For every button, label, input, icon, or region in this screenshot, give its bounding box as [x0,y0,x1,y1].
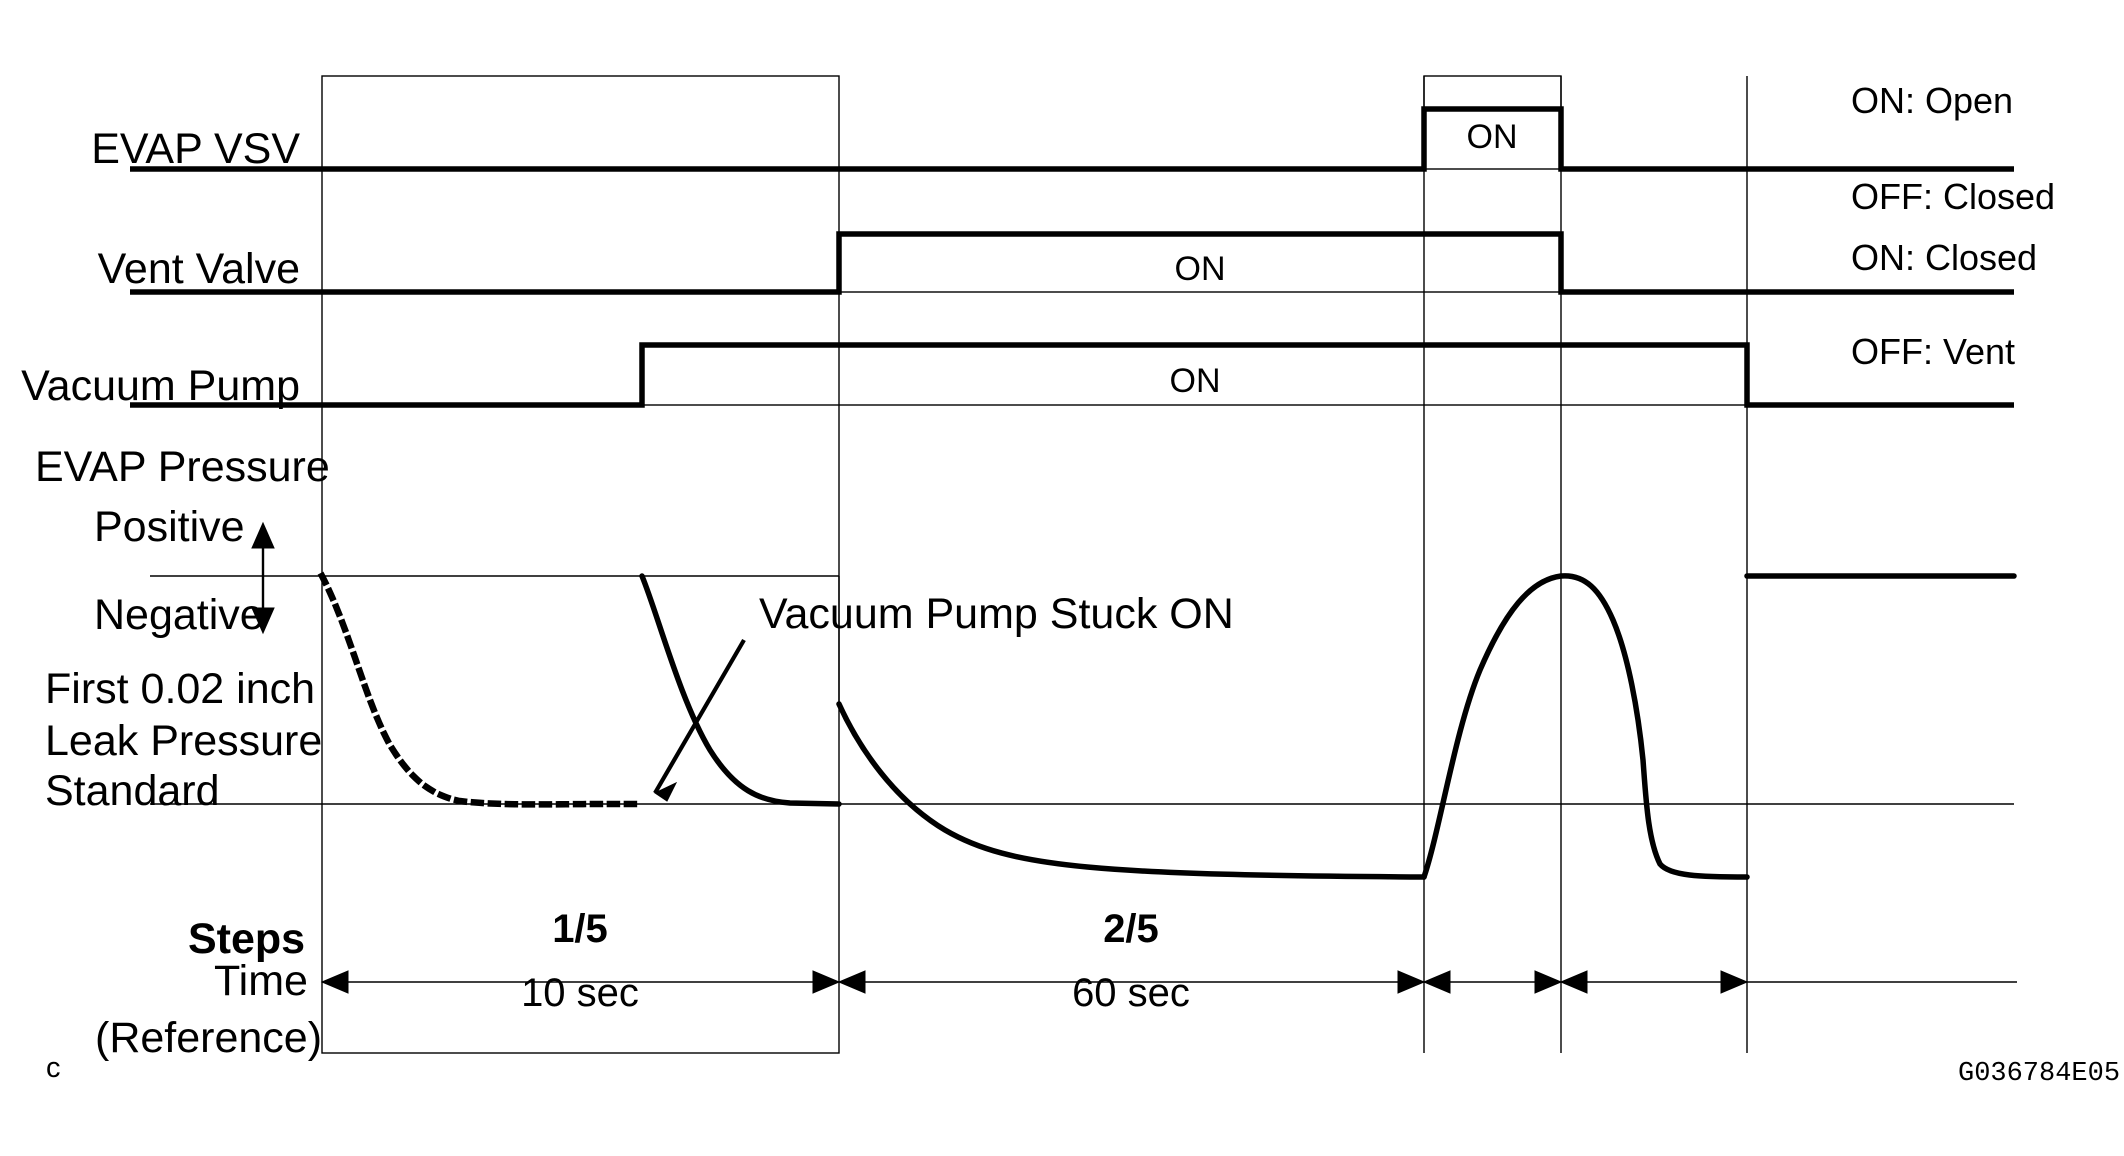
svg-text:EVAP VSV: EVAP VSV [91,125,300,173]
svg-text:1/5: 1/5 [552,907,608,951]
svg-text:Negative: Negative [94,591,264,639]
svg-text:First 0.02 inch: First 0.02 inch [45,665,315,713]
svg-text:Time: Time [214,957,308,1005]
svg-text:Vent Valve: Vent Valve [98,245,300,293]
svg-text:ON: Open: ON: Open [1851,80,2013,121]
svg-text:c: c [46,1052,61,1084]
svg-text:Leak Pressure: Leak Pressure [45,717,322,765]
svg-text:G036784E05: G036784E05 [1958,1059,2120,1089]
svg-text:Vacuum Pump: Vacuum Pump [21,362,300,410]
svg-text:Standard: Standard [45,767,220,815]
svg-text:Vacuum Pump Stuck ON: Vacuum Pump Stuck ON [759,590,1234,638]
svg-text:ON: ON [1175,250,1226,288]
svg-text:ON: ON [1170,362,1221,400]
svg-text:(Reference): (Reference) [95,1014,322,1062]
svg-text:10 sec: 10 sec [521,971,639,1015]
svg-text:ON: ON [1467,118,1518,156]
svg-text:60 sec: 60 sec [1072,971,1190,1015]
svg-text:EVAP Pressure: EVAP Pressure [35,443,330,491]
svg-text:ON: Closed: ON: Closed [1851,237,2037,278]
svg-text:OFF: Vent: OFF: Vent [1851,331,2015,372]
svg-text:OFF: Closed: OFF: Closed [1851,176,2055,217]
svg-text:Steps: Steps [188,915,305,963]
svg-text:Positive: Positive [94,503,245,551]
svg-text:2/5: 2/5 [1103,907,1159,951]
